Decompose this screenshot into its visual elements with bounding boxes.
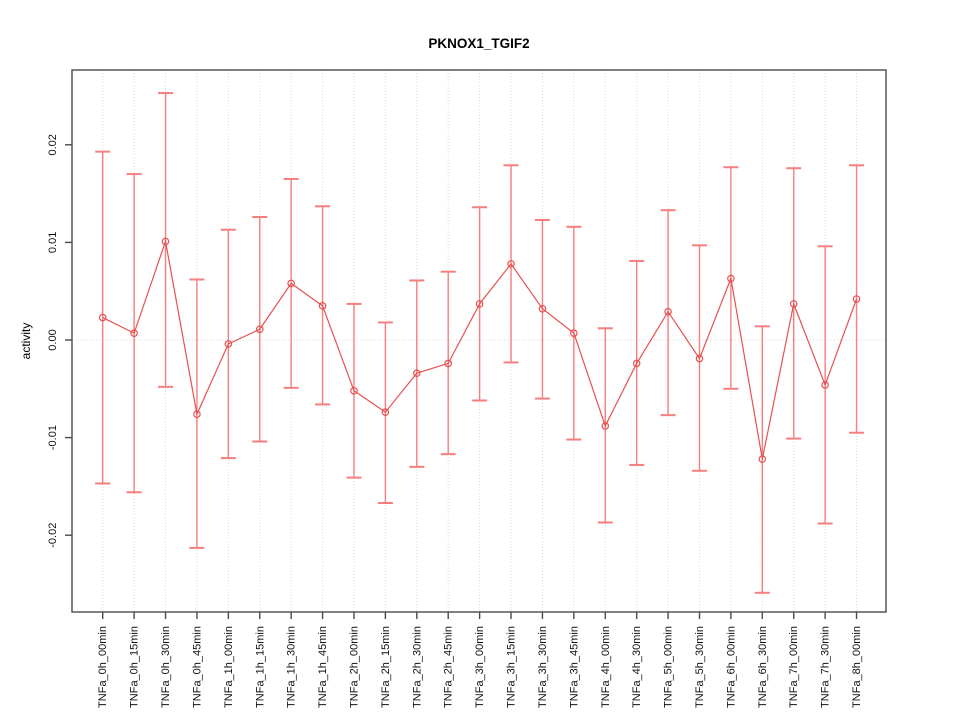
x-tick-label: TNFa_5h_30min <box>694 626 706 708</box>
y-tick-label: -0.01 <box>47 425 59 450</box>
data-point-marker <box>255 325 264 334</box>
data-point-marker <box>821 381 829 389</box>
x-tick-label: TNFa_2h_15min <box>380 626 392 708</box>
data-point-marker <box>98 313 107 322</box>
y-tick-label: 0.02 <box>47 134 59 155</box>
data-point-marker <box>193 410 201 418</box>
x-tick-label: TNFa_0h_00min <box>97 626 109 708</box>
x-tick-label: TNFa_6h_30min <box>757 626 769 708</box>
data-point-marker <box>601 422 610 430</box>
x-tick-label: TNFa_2h_00min <box>348 626 360 708</box>
data-point-marker <box>444 359 453 368</box>
data-point-marker <box>852 295 861 303</box>
x-tick-label: TNFa_2h_30min <box>411 626 423 708</box>
x-tick-label: TNFa_4h_30min <box>631 626 643 708</box>
data-point-marker <box>412 369 421 377</box>
data-point-marker <box>161 237 170 246</box>
data-point-marker <box>538 304 547 313</box>
data-point-marker <box>632 359 641 368</box>
data-point-marker <box>789 300 798 308</box>
data-point-marker <box>475 300 484 308</box>
x-tick-label: TNFa_1h_45min <box>317 626 329 708</box>
x-tick-label: TNFa_1h_15min <box>254 626 266 708</box>
chart-title: PKNOX1_TGIF2 <box>428 36 529 51</box>
x-tick-label: TNFa_3h_30min <box>537 626 549 708</box>
data-point-marker <box>287 279 295 288</box>
y-tick-label: 0.00 <box>47 329 59 350</box>
y-axis-label: activity <box>19 323 33 360</box>
y-tick-label: 0.01 <box>47 232 59 253</box>
series-line <box>102 239 858 460</box>
data-point-marker <box>381 408 390 417</box>
x-tick-label: TNFa_0h_45min <box>191 626 203 708</box>
data-point-marker <box>664 307 672 316</box>
x-tick-label: TNFa_6h_00min <box>725 626 737 708</box>
data-point-marker <box>224 340 233 348</box>
y-tick-label: -0.02 <box>47 523 59 548</box>
x-tick-label: TNFa_7h_00min <box>788 626 800 708</box>
data-point-marker <box>318 302 327 310</box>
axes-and-ticks: -0.02 -0.01 0.00 0.01 0.02 TNFa_0h_00min TNFa_… <box>47 69 887 708</box>
x-tick-label: TNFa_8h_00min <box>851 626 863 708</box>
x-tick-label: TNFa_2h_45min <box>443 626 455 708</box>
x-tick-label: TNFa_4h_00min <box>600 626 612 708</box>
x-tick-label: TNFa_0h_30min <box>160 626 172 708</box>
x-tick-label: TNFa_3h_15min <box>506 626 518 708</box>
data-point-marker <box>507 260 515 268</box>
error-bar <box>754 325 770 594</box>
x-tick-label: TNFa_5h_00min <box>663 626 675 708</box>
x-tick-label: TNFa_3h_00min <box>474 626 486 708</box>
x-tick-label: TNFa_1h_30min <box>286 626 298 708</box>
series-line-and-markers <box>98 237 861 463</box>
x-tick-label: TNFa_3h_45min <box>568 626 580 708</box>
data-point-marker <box>570 329 578 337</box>
data-point-marker <box>758 455 767 463</box>
x-tick-label: TNFa_7h_30min <box>820 626 832 708</box>
data-point-marker <box>350 386 358 395</box>
data-point-marker <box>695 354 704 363</box>
data-point-marker <box>727 274 735 283</box>
x-tick-label: TNFa_0h_15min <box>129 626 141 708</box>
x-tick-label: TNFa_1h_00min <box>223 626 235 708</box>
data-point-marker <box>130 329 138 337</box>
